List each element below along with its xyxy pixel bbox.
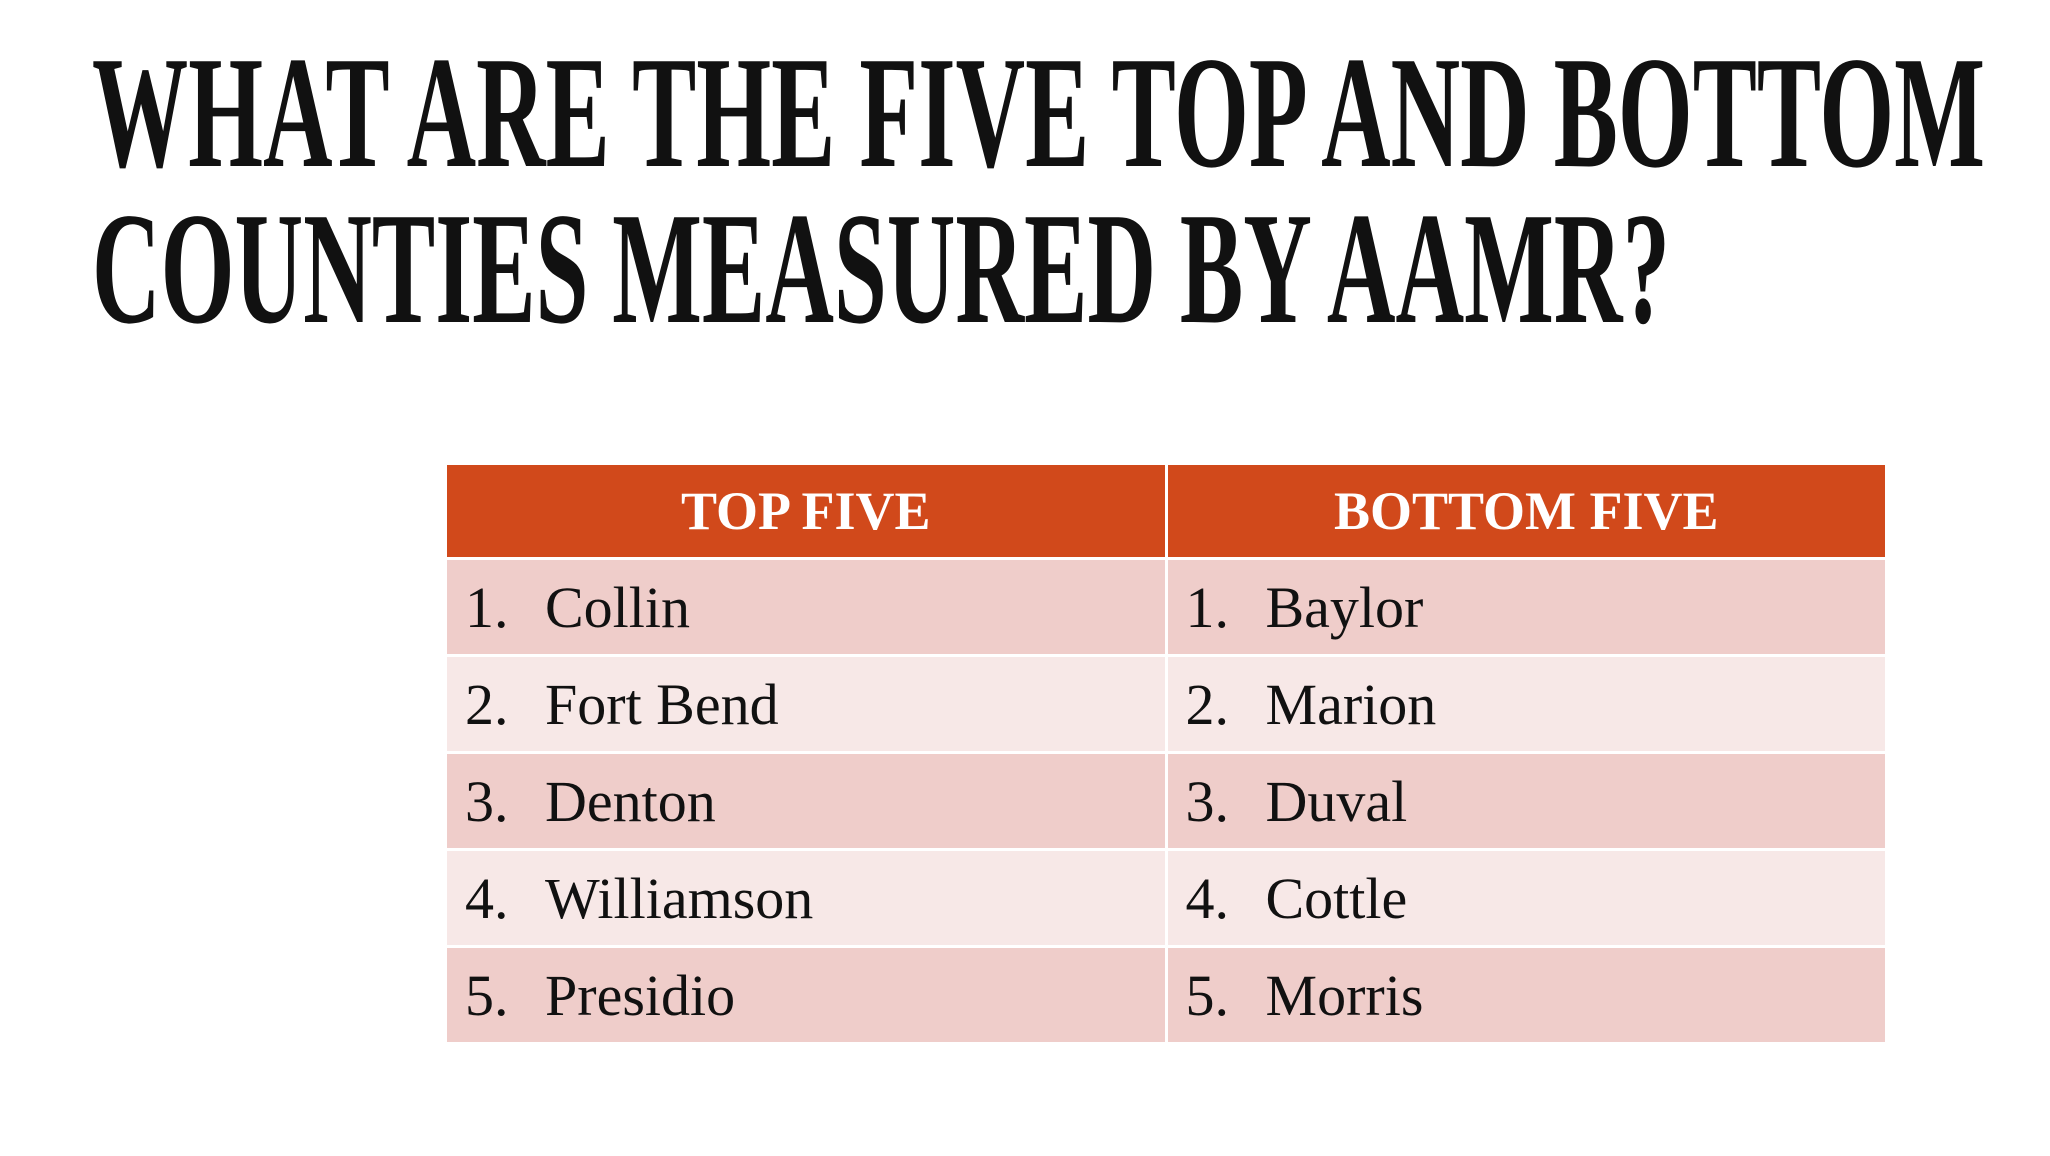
item-number: 4. [465,865,509,931]
county-name: Duval [1265,768,1408,834]
table-cell: 1. Baylor [1164,557,1885,657]
table-cell: 1. Collin [447,557,1168,657]
table-cell: 5. Morris [1164,945,1885,1045]
county-name: Morris [1265,962,1424,1028]
item-number: 5. [1185,962,1230,1028]
table-row: 4. Williamson 4. Cottle [447,848,1885,948]
county-name: Marion [1265,671,1437,737]
county-table: TOP FIVE BOTTOM FIVE 1. Collin 1. Baylor 2. Fo… [447,465,1885,1045]
county-name: Denton [545,768,716,834]
item-number: 3. [1185,768,1230,834]
item-number: 2. [1185,671,1230,737]
county-name: Presidio [545,962,736,1028]
item-number: 3. [465,768,509,834]
table-cell: 3. Denton [447,751,1168,851]
title-line: COUNTIES MEASURED BY AAMR? [92,179,1670,357]
item-number: 4. [1185,865,1230,931]
county-name: Collin [545,574,691,640]
header-row: TOP FIVE BOTTOM FIVE [447,465,1885,560]
county-name: Cottle [1265,865,1408,931]
table-cell: 4. Cottle [1164,848,1885,948]
table-row: 5. Presidio 5. Morris [447,945,1885,1045]
county-name: Fort Bend [545,671,779,737]
item-number: 5. [465,962,509,1028]
table-row: 3. Denton 3. Duval [447,751,1885,851]
title: WHAT ARE THE FIVE TOP AND BOTTOM COUNTIE… [92,23,1985,357]
table-cell: 2. Fort Bend [447,654,1168,754]
item-number: 1. [1185,574,1230,640]
table-cell: 4. Williamson [447,848,1168,948]
table-row: 1. Collin 1. Baylor [447,557,1885,657]
table-cell: 5. Presidio [447,945,1168,1045]
item-number: 2. [465,671,509,737]
title-line: WHAT ARE THE FIVE TOP AND BOTTOM [92,23,1985,201]
item-number: 1. [465,574,509,640]
table-row: 2. Fort Bend 2. Marion [447,654,1885,754]
county-name: Williamson [545,865,814,931]
county-name: Baylor [1265,574,1424,640]
column-header: BOTTOM FIVE [1164,465,1885,560]
table-cell: 3. Duval [1164,751,1885,851]
table-cell: 2. Marion [1164,654,1885,754]
column-header: TOP FIVE [447,465,1168,560]
